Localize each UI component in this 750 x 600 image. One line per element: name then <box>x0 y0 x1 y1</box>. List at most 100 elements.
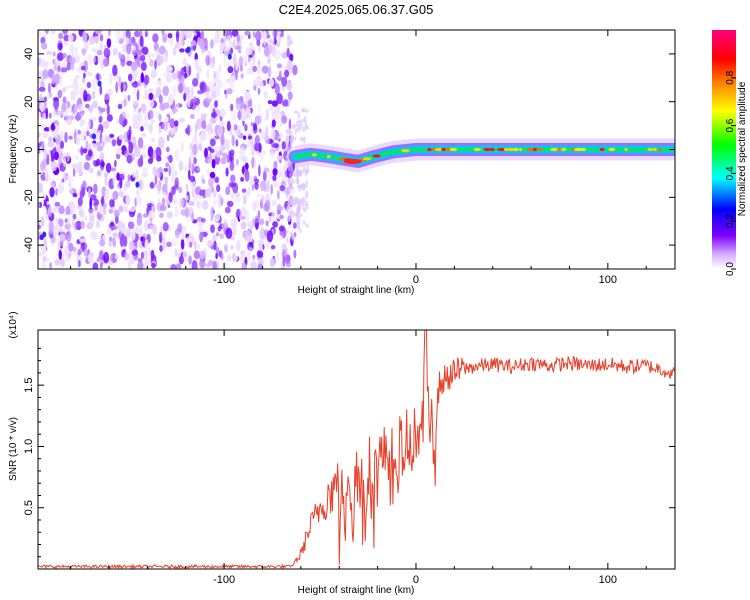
snr-multiplier: (x10⁴) <box>8 311 19 338</box>
noise-speck <box>215 232 220 237</box>
noise-speck <box>51 73 56 86</box>
noise-speck <box>227 53 232 60</box>
noise-speck <box>302 126 306 132</box>
noise-speck <box>141 172 148 177</box>
noise-speck <box>95 30 102 35</box>
noise-speck <box>240 215 246 220</box>
noise-speck <box>243 196 247 205</box>
noise-speck <box>49 187 55 198</box>
noise-speck <box>214 135 220 140</box>
noise-speck <box>205 97 212 103</box>
x-tick-label: 0 <box>413 274 419 286</box>
noise-speck <box>293 249 297 259</box>
noise-speck <box>226 154 231 164</box>
noise-speck <box>96 73 100 81</box>
noise-speck <box>231 134 235 147</box>
noise-speck <box>183 164 188 172</box>
noise-speck <box>75 154 79 161</box>
noise-speck <box>142 167 148 175</box>
noise-speck <box>263 167 270 173</box>
snr-xlabel: Height of straight line (km) <box>298 585 415 596</box>
noise-speck <box>112 225 118 231</box>
noise-speck <box>40 117 44 129</box>
noise-speck <box>61 102 67 112</box>
noise-speck <box>197 37 202 46</box>
noise-speck <box>290 166 294 173</box>
noise-speck <box>234 254 238 262</box>
noise-speck <box>136 90 140 101</box>
noise-speck <box>162 241 167 250</box>
noise-speck <box>241 261 247 269</box>
noise-speck <box>47 206 53 217</box>
noise-speck <box>221 112 224 118</box>
noise-speck <box>59 140 65 149</box>
noise-speck <box>105 136 111 143</box>
noise-speck <box>202 179 206 184</box>
noise-speck <box>190 114 195 119</box>
noise-speck <box>70 188 73 195</box>
noise-speck <box>149 224 156 230</box>
noise-speck <box>259 130 267 140</box>
noise-speck <box>207 123 212 130</box>
noise-speck <box>45 30 49 35</box>
noise-speck <box>101 206 104 213</box>
noise-speck <box>175 263 182 269</box>
noise-speck <box>46 50 53 56</box>
noise-speck <box>229 149 235 157</box>
noise-speck <box>123 118 128 126</box>
noise-speck <box>287 99 291 106</box>
noise-speck <box>219 145 224 155</box>
noise-speck <box>148 246 152 255</box>
noise-speck <box>137 137 144 149</box>
noise-speck <box>166 241 173 247</box>
noise-speck <box>178 247 182 255</box>
noise-speck <box>263 116 267 122</box>
y-tick-label: -20 <box>23 189 35 205</box>
noise-speck <box>281 141 286 150</box>
noise-speck <box>265 125 269 136</box>
noise-speck <box>166 199 170 205</box>
noise-speck <box>242 54 249 65</box>
noise-speck <box>273 160 278 169</box>
signal-hotspot <box>427 147 432 152</box>
noise-speck <box>209 102 214 115</box>
noise-speck <box>248 47 254 56</box>
noise-speck <box>228 181 235 188</box>
noise-speck <box>244 169 250 182</box>
signal-hotspot <box>488 147 495 152</box>
noise-speck <box>272 30 278 38</box>
x-tick-label: 100 <box>599 274 617 286</box>
noise-speck <box>287 91 293 101</box>
noise-speck <box>300 108 305 113</box>
chart-title: C2E4.2025.065.06.37.G05 <box>279 2 434 17</box>
noise-speck <box>251 184 255 191</box>
noise-speck <box>103 57 109 67</box>
noise-speck <box>263 37 267 46</box>
noise-speck <box>267 58 271 64</box>
signal-hotspot <box>657 147 662 152</box>
noise-speck <box>140 61 147 71</box>
noise-speck <box>77 129 81 135</box>
signal-hotspot <box>473 147 482 152</box>
noise-speck <box>227 66 234 74</box>
noise-speck <box>99 34 104 42</box>
noise-speck <box>183 72 188 79</box>
noise-speck <box>235 240 241 252</box>
noise-speck <box>238 56 244 68</box>
signal-hotspot <box>550 147 558 152</box>
noise-speck <box>256 193 262 198</box>
noise-speck <box>168 93 174 105</box>
noise-speck <box>88 207 94 214</box>
signal-hotspot <box>483 147 491 152</box>
noise-speck <box>257 250 264 258</box>
noise-speck <box>264 199 271 212</box>
noise-speck <box>42 60 49 69</box>
noise-speck <box>214 176 219 183</box>
noise-speck <box>88 167 94 174</box>
noise-speck <box>42 255 47 262</box>
noise-speck <box>252 65 258 73</box>
noise-speck <box>285 207 289 213</box>
noise-speck <box>253 124 258 134</box>
noise-speck <box>236 158 239 166</box>
noise-speck <box>231 191 235 200</box>
